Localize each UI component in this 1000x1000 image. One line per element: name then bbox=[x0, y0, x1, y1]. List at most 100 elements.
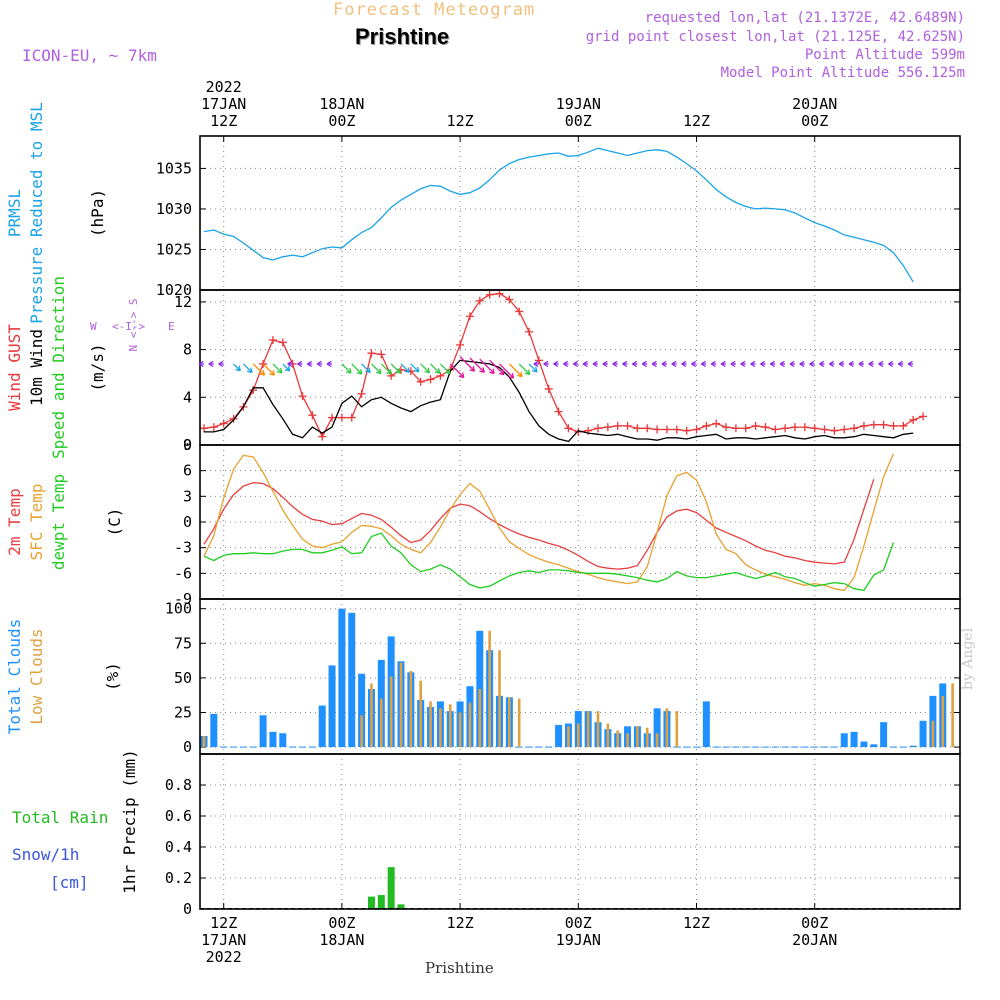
time-label-bottom: 18JAN bbox=[319, 931, 364, 949]
gust-marker bbox=[426, 375, 435, 384]
y-axis-unit: (m/s) bbox=[88, 343, 107, 391]
time-label-bottom: 19JAN bbox=[556, 931, 601, 949]
gust-marker bbox=[761, 423, 770, 432]
wind-arrowhead bbox=[356, 368, 363, 375]
wind-arrowhead bbox=[269, 370, 275, 376]
wind-arrowhead bbox=[838, 360, 844, 368]
time-label-top: 00Z bbox=[801, 112, 828, 130]
time-label-top: 20JAN bbox=[792, 95, 837, 113]
y-tick-label: 0.4 bbox=[165, 838, 192, 856]
wind-arrowhead bbox=[444, 368, 451, 375]
wind-arrowhead bbox=[582, 360, 588, 368]
cloud-low-bar bbox=[596, 711, 600, 748]
wind-arrow bbox=[449, 363, 465, 378]
wind-arrow bbox=[410, 363, 420, 373]
rain-bar bbox=[387, 867, 395, 909]
point-altitude: Point Altitude 599m bbox=[804, 47, 965, 63]
wind-arrowhead bbox=[424, 367, 431, 374]
y-axis-unit: (%) bbox=[103, 662, 122, 691]
wind-arrowhead bbox=[602, 360, 608, 368]
compass-e: E bbox=[168, 320, 175, 333]
cloud-low-bar bbox=[645, 727, 649, 748]
wind-arrowhead bbox=[789, 360, 795, 368]
cloud-low-bar bbox=[419, 680, 422, 748]
time-label-top: 12Z bbox=[210, 112, 237, 130]
legend-total-rain: Total Rain bbox=[12, 808, 108, 827]
compass-rose: N <--> S W <-I-> E bbox=[90, 299, 175, 352]
gust-marker bbox=[534, 356, 543, 365]
cloud-total-bar bbox=[870, 744, 878, 748]
rain-bar bbox=[377, 895, 385, 909]
wind-arrowhead bbox=[701, 360, 706, 368]
wind-arrow bbox=[400, 363, 410, 373]
y-tick-label: 1030 bbox=[156, 200, 192, 218]
wind-arrowhead bbox=[641, 360, 647, 368]
y-axis-label: 2m Temp bbox=[5, 488, 24, 555]
gust-marker bbox=[781, 424, 790, 433]
y-tick-label: 9 bbox=[183, 436, 192, 454]
gust-marker bbox=[367, 349, 376, 358]
gust-marker bbox=[751, 421, 760, 430]
y-axis-unit: (hPa) bbox=[88, 189, 107, 237]
cloud-total-bar bbox=[269, 731, 277, 748]
cloud-low-bar bbox=[567, 726, 570, 748]
cloud-total-bar bbox=[860, 741, 868, 748]
wind-arrow bbox=[351, 363, 363, 375]
wind-arrowhead bbox=[769, 360, 775, 368]
series-dewpt-temp bbox=[203, 532, 895, 592]
cloud-total-bar bbox=[338, 608, 346, 748]
wind-arrowhead bbox=[326, 360, 332, 368]
legend-snow-unit: [cm] bbox=[50, 873, 89, 892]
legend-snow: Snow/1h bbox=[12, 845, 79, 864]
wind-arrowhead bbox=[809, 360, 815, 368]
wind-arrowhead bbox=[661, 360, 667, 368]
gust-marker bbox=[810, 424, 819, 433]
y-tick-label: 0.6 bbox=[165, 807, 192, 825]
wind-arrow bbox=[361, 363, 371, 373]
wind-arrow bbox=[380, 363, 392, 375]
wind-arrow bbox=[439, 363, 451, 374]
cloud-low-bar bbox=[665, 708, 669, 748]
cloud-total-bar bbox=[840, 733, 848, 748]
wind-arrowhead bbox=[345, 367, 352, 374]
location-title: Prishtine bbox=[355, 24, 450, 49]
gust-marker bbox=[879, 420, 888, 429]
y-axis-unit: 1hr Precip (mm) bbox=[120, 749, 139, 894]
cloud-total-bar bbox=[328, 665, 336, 748]
wind-arrowhead bbox=[553, 360, 559, 368]
compass-ns: N <--> S bbox=[127, 299, 140, 352]
cloud-low-bar bbox=[439, 708, 442, 748]
cloud-low-bar bbox=[409, 670, 413, 748]
cloud-low-bar bbox=[508, 697, 511, 748]
gust-marker bbox=[495, 289, 504, 298]
wind-arrowhead bbox=[710, 360, 716, 368]
cloud-low-bar bbox=[606, 723, 610, 748]
wind-arrowhead bbox=[858, 360, 864, 368]
y-tick-label: 75 bbox=[174, 634, 192, 652]
wind-arrowhead bbox=[563, 360, 569, 368]
panel-clouds: 0 25 50 75 100 Total Clouds Low Clouds (%) bbox=[5, 598, 961, 756]
y-tick-label: 4 bbox=[183, 388, 192, 406]
cloud-total-bar bbox=[850, 731, 858, 748]
y-tick-label: -9 bbox=[174, 590, 192, 608]
cloud-low-bar bbox=[389, 676, 393, 748]
wind-arrowhead bbox=[671, 360, 677, 368]
gust-marker bbox=[525, 327, 534, 336]
wind-direction-arrows bbox=[198, 356, 914, 379]
cloud-total-bar bbox=[348, 612, 356, 748]
cloud-low-bar bbox=[636, 726, 639, 748]
gust-marker bbox=[672, 425, 681, 434]
gust-marker bbox=[298, 392, 307, 401]
wind-arrowhead bbox=[681, 360, 687, 368]
wind-arrowhead bbox=[235, 365, 241, 372]
footer-location: Prishtine bbox=[425, 959, 494, 977]
time-label-top: 12Z bbox=[683, 112, 710, 130]
gust-marker bbox=[594, 424, 602, 433]
wind-arrowhead bbox=[651, 360, 657, 368]
gust-marker bbox=[692, 425, 701, 434]
y-tick-label: 100 bbox=[165, 600, 192, 618]
cloud-total-bar bbox=[909, 745, 917, 748]
wind-arrowhead bbox=[365, 367, 371, 374]
y-tick-label: 1020 bbox=[156, 281, 192, 299]
gust-marker bbox=[603, 423, 612, 432]
